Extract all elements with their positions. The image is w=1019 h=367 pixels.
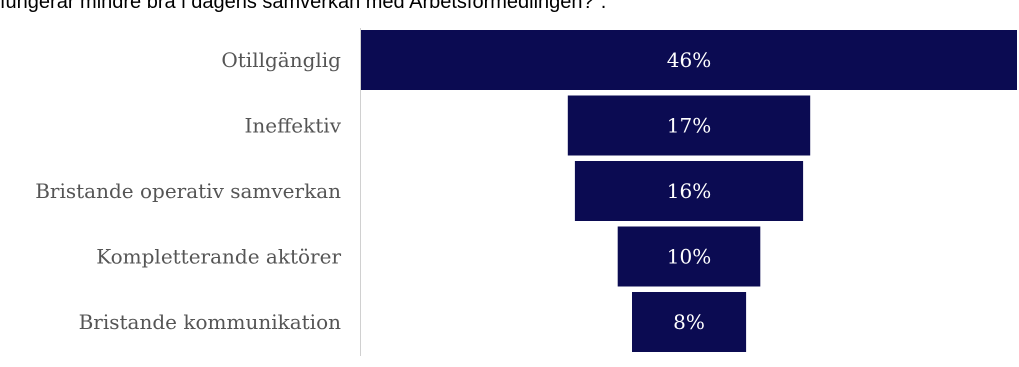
value-labels: 46% 17% 16% 10% 8% <box>667 48 711 334</box>
bars-layer <box>361 30 1017 352</box>
value-label-bristande-kommunikation: 8% <box>673 310 705 334</box>
chart-title: fungerar mindre bra i dagens samverkan m… <box>0 0 606 13</box>
bar-bristande-operativ-samverkan <box>574 161 804 221</box>
bar-kompletterande-aktorer <box>617 226 761 287</box>
value-label-otillganglig: 46% <box>667 48 711 72</box>
category-label-otillganglig: Otillgänglig <box>221 48 341 72</box>
bar-bristande-kommunikation <box>632 292 747 352</box>
category-label-bristande-operativ-samverkan: Bristande operativ samverkan <box>35 179 341 203</box>
bar-otillganglig <box>361 30 1017 90</box>
category-label-kompletterande-aktorer: Kompletterande aktörer <box>96 245 341 269</box>
category-label-bristande-kommunikation: Bristande kommunikation <box>79 310 342 334</box>
category-label-ineffektiv: Ineffektiv <box>244 114 341 138</box>
bar-ineffektiv <box>567 95 811 156</box>
value-label-bristande-operativ-samverkan: 16% <box>667 179 711 203</box>
value-label-kompletterande-aktorer: 10% <box>667 245 711 269</box>
value-label-ineffektiv: 17% <box>667 114 711 138</box>
category-labels: Otillgänglig Ineffektiv Bristande operativ… <box>35 48 341 334</box>
